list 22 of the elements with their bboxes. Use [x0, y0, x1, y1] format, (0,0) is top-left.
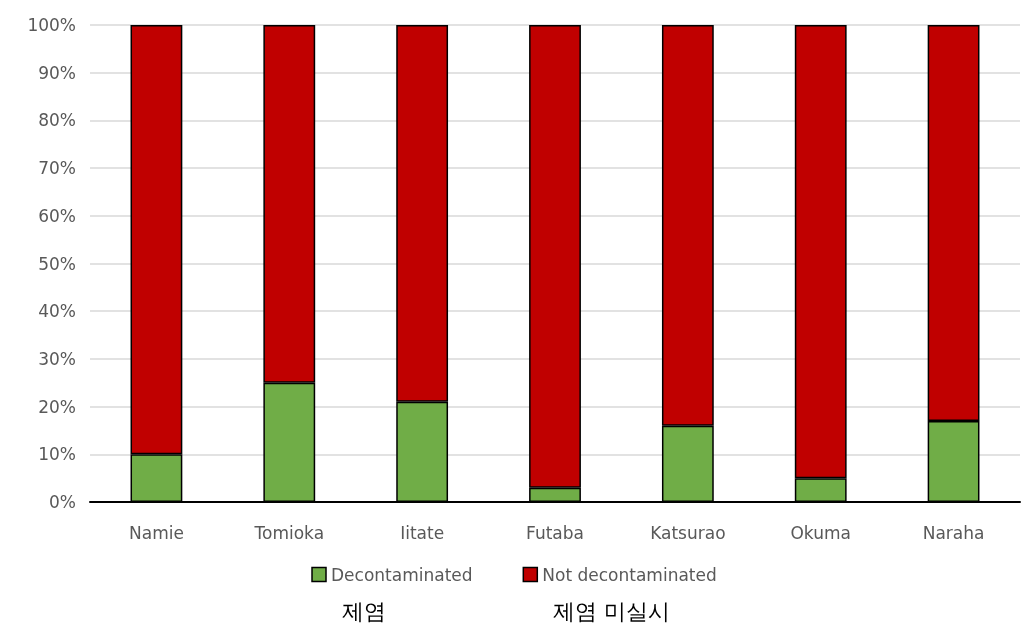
x-tick-label: Futaba [526, 522, 584, 543]
y-tick-label: 80% [38, 110, 76, 131]
legend-label: Not decontaminated [542, 564, 717, 585]
x-tick-label: Tomioka [253, 522, 325, 543]
x-tick-label: Katsurao [650, 522, 726, 543]
y-tick-label: 40% [38, 301, 76, 322]
y-tick-label: 0% [49, 492, 76, 512]
y-tick-label: 60% [38, 205, 76, 226]
text: 제염 미실시 [553, 598, 671, 624]
y-tick-label: 100% [27, 15, 76, 35]
y-tick-label: 30% [38, 348, 76, 369]
y-tick-label: 50% [38, 253, 76, 274]
y-tick-label: 70% [38, 158, 76, 179]
x-tick-label: Okuma [790, 522, 851, 543]
x-tick-label: Iitate [400, 522, 445, 543]
y-tick-label: 90% [38, 62, 76, 83]
x-tick-label: Namie [128, 522, 184, 543]
legend-label: Decontaminated [331, 564, 473, 585]
text: 제염 [342, 598, 387, 624]
y-tick-label: 10% [38, 444, 76, 465]
x-tick-label: Naraha [922, 522, 985, 543]
y-tick-label: 20% [38, 396, 76, 417]
